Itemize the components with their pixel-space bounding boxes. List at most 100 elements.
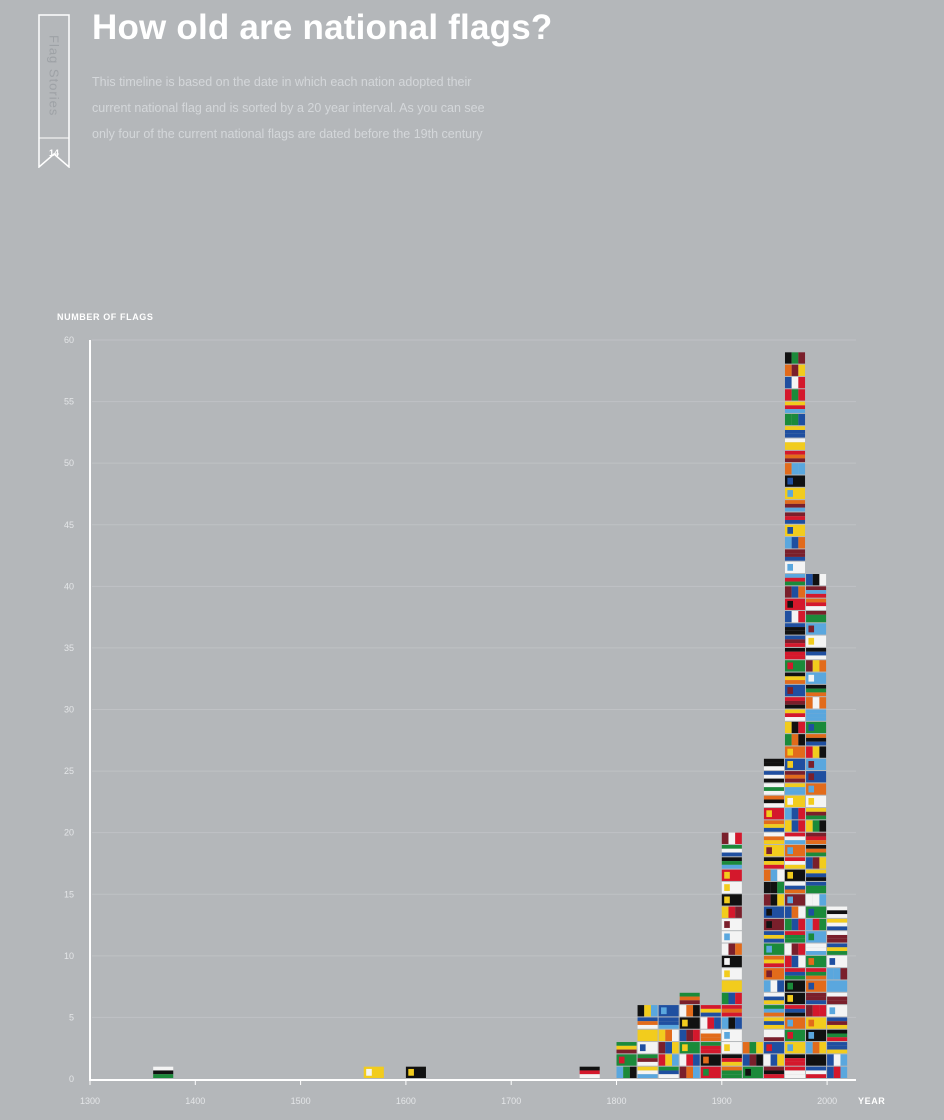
- axes: [89, 340, 856, 1085]
- flag-tile: [763, 881, 784, 894]
- flag-tile: [784, 869, 806, 881]
- bar: [579, 1066, 600, 1078]
- flag-tile: [784, 894, 806, 906]
- flag-tile: [784, 512, 806, 524]
- flag-tile: [616, 1042, 637, 1054]
- flag-tile: [679, 1005, 700, 1017]
- flag-tile: [763, 808, 784, 820]
- flag-tile: [806, 795, 827, 808]
- flag-tile: [827, 1005, 848, 1017]
- flag-tile: [784, 771, 806, 783]
- flag-tile: [806, 955, 827, 968]
- x-tick-label: 2000: [817, 1096, 837, 1106]
- flag-tile: [806, 684, 827, 697]
- flag-tile: [806, 746, 827, 758]
- flag-tile: [806, 1029, 827, 1042]
- page-title: How old are national flags?: [92, 8, 553, 47]
- flag-tile: [763, 820, 784, 832]
- flag-tile: [721, 1066, 742, 1078]
- flag-tile: [806, 844, 827, 857]
- flag-tile: [827, 1029, 848, 1042]
- y-tick-label: 40: [64, 581, 74, 591]
- flag-tile: [784, 413, 806, 426]
- flag-tile: [806, 1005, 827, 1017]
- flag-tile: [658, 1017, 679, 1029]
- y-tick-label: 15: [64, 889, 74, 899]
- flag-tile: [806, 881, 827, 894]
- flag-tile: [784, 475, 806, 487]
- flag-tile: [721, 881, 742, 894]
- flag-tile: [721, 857, 742, 869]
- flag-tile: [784, 684, 806, 697]
- flag-tile: [784, 1066, 806, 1078]
- bar: [806, 574, 827, 1078]
- flag-tile: [784, 672, 806, 684]
- bar: [637, 1005, 658, 1078]
- flag-tile: [827, 1054, 848, 1066]
- flag-tile: [763, 931, 784, 943]
- bar: [405, 1066, 426, 1078]
- flag-tile: [827, 931, 848, 943]
- bar: [721, 832, 742, 1078]
- y-tick-label: 10: [64, 951, 74, 961]
- flag-tile: [784, 783, 806, 795]
- flag-tile: [763, 1066, 784, 1078]
- bar: [153, 1066, 174, 1078]
- flag-tile: [806, 943, 827, 955]
- flag-tile: [806, 697, 827, 709]
- flag-tile: [806, 1042, 827, 1054]
- flag-tile: [784, 795, 806, 808]
- flag-tile: [658, 1005, 679, 1017]
- flag-tile: [700, 1005, 721, 1017]
- flag-tile: [784, 450, 806, 463]
- flag-tile: [806, 808, 827, 820]
- y-tick-label: 5: [69, 1012, 74, 1022]
- page-subtitle: This timeline is based on the date in wh…: [92, 69, 592, 147]
- flag-tile: [806, 721, 827, 734]
- flag-tile: [827, 1017, 848, 1029]
- flag-tile: [679, 1042, 700, 1054]
- flag-tile: [721, 943, 742, 955]
- flag-tile: [806, 857, 827, 869]
- x-tick-label: 1500: [291, 1096, 311, 1106]
- flag-tile: [721, 931, 742, 943]
- flag-tile: [721, 1017, 742, 1029]
- y-tick-label: 55: [64, 397, 74, 407]
- flag-tile: [763, 918, 784, 931]
- flag-tile: [784, 1029, 806, 1042]
- flag-tile: [784, 660, 806, 672]
- flag-tile: [637, 1054, 658, 1066]
- flag-tile: [784, 709, 806, 721]
- x-tick-label: 1600: [396, 1096, 416, 1106]
- flag-tile: [658, 1066, 679, 1078]
- flag-tile: [763, 955, 784, 968]
- flag-tile: [806, 869, 827, 881]
- flag-tile: [763, 1029, 784, 1042]
- subtitle-line: only four of the current national flags …: [92, 127, 483, 141]
- flag-tile: [806, 635, 827, 647]
- flag-tile: [721, 894, 742, 906]
- flag-tile: [784, 943, 806, 955]
- flag-tile: [784, 389, 806, 401]
- flag-tile: [784, 401, 806, 413]
- flag-tile: [763, 783, 784, 795]
- flag-tile: [784, 487, 806, 500]
- flag-tile: [784, 918, 806, 931]
- flag-tile: [784, 376, 806, 389]
- y-tick-label: 50: [64, 458, 74, 468]
- flag-tile: [784, 758, 806, 771]
- flag-tile: [721, 1029, 742, 1042]
- flag-tile: [700, 1054, 721, 1066]
- flag-tile: [784, 1054, 806, 1066]
- flag-tile: [806, 758, 827, 771]
- flag-tile: [827, 943, 848, 955]
- series-name: Flag Stories: [46, 35, 62, 117]
- flag-tile: [784, 426, 806, 438]
- flag-tile: [806, 734, 827, 746]
- flag-tile: [806, 771, 827, 783]
- x-tick-label: 1400: [185, 1096, 205, 1106]
- flag-tile: [763, 1005, 784, 1017]
- flag-tile: [784, 968, 806, 980]
- bar: [742, 1042, 763, 1078]
